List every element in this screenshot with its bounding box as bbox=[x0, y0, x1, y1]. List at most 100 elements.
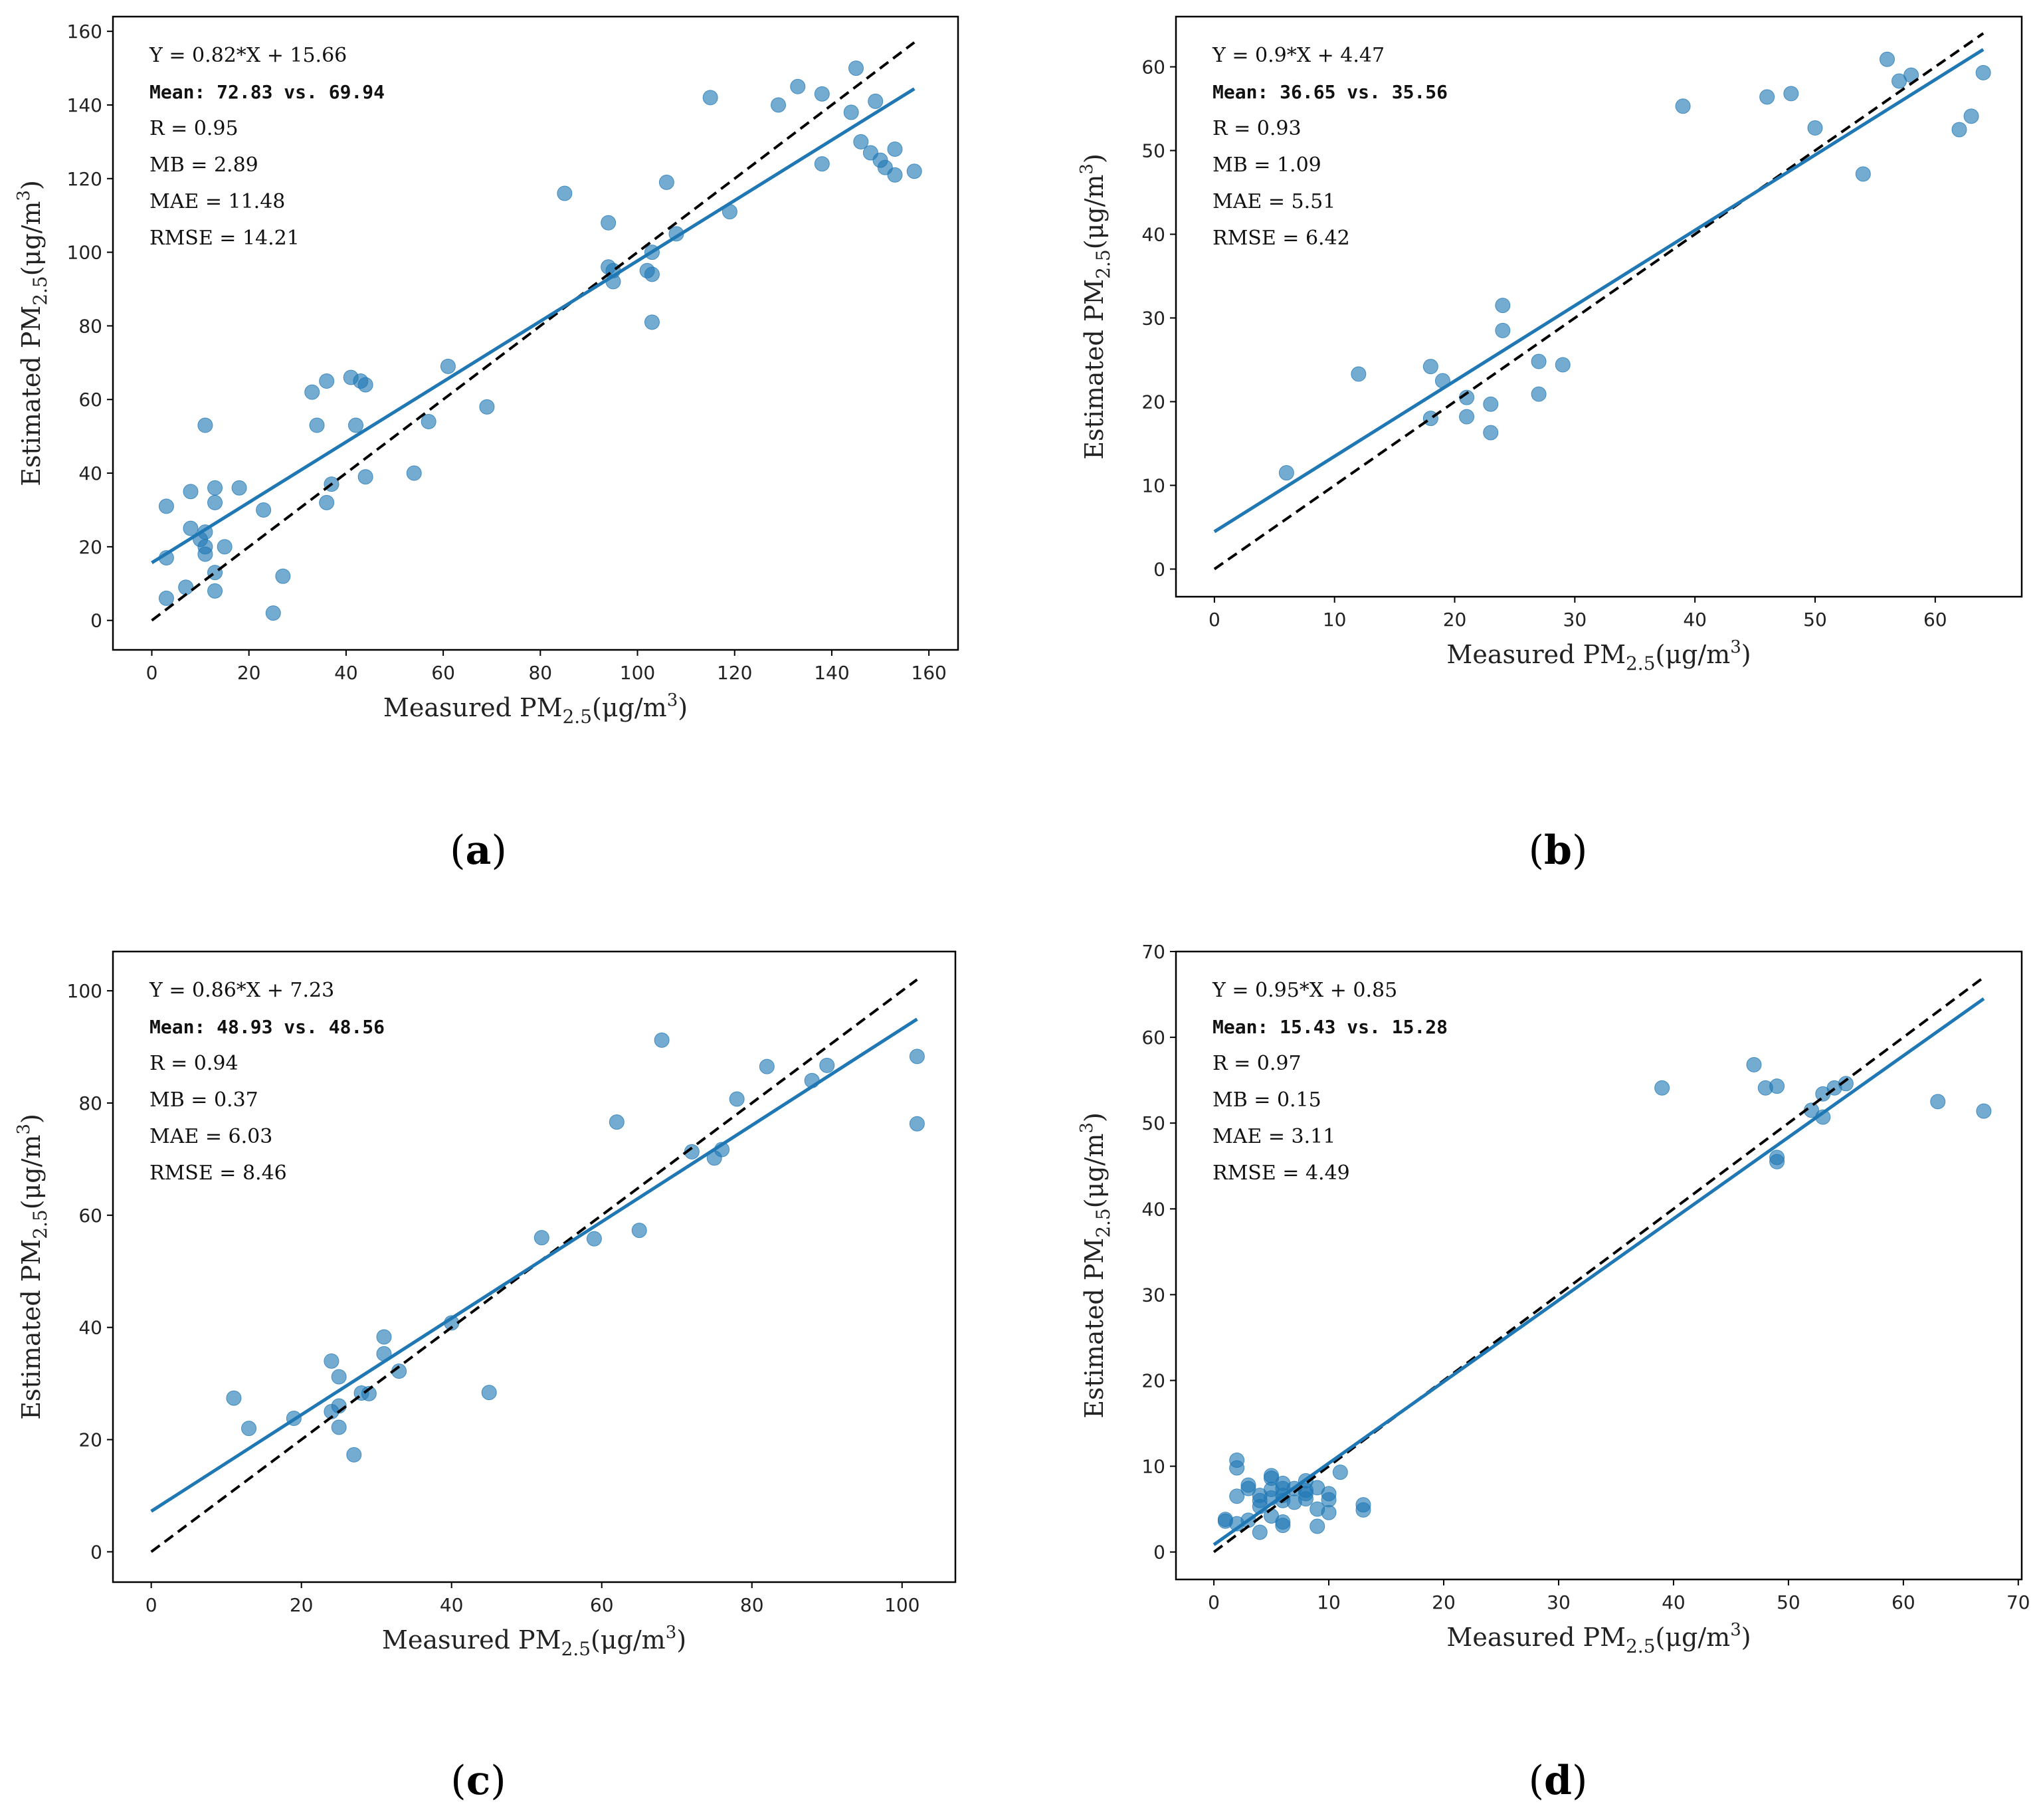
data-point bbox=[1229, 1488, 1245, 1504]
data-point bbox=[1879, 51, 1895, 67]
panel-label: (c) bbox=[450, 1758, 506, 1804]
data-point bbox=[265, 605, 281, 621]
data-point bbox=[654, 1032, 670, 1048]
stat-r: R = 0.95 bbox=[149, 117, 239, 140]
x-tick-label: 60 bbox=[1923, 609, 1947, 631]
plot-frame bbox=[1175, 15, 2023, 598]
data-point bbox=[1252, 1524, 1268, 1540]
data-point bbox=[819, 1057, 835, 1073]
chart-panel-c: 0 20 40 60 80 100 0 20 40 60 80 100 Measured PM2.5(μ… bbox=[14, 950, 957, 1660]
x-tick-label: 0 bbox=[1208, 1591, 1220, 1613]
data-point bbox=[1855, 166, 1871, 182]
data-point bbox=[1459, 409, 1475, 425]
data-point bbox=[1963, 108, 1979, 124]
y-tick-label: 20 bbox=[78, 536, 102, 558]
x-tick-label: 10 bbox=[1317, 1591, 1341, 1613]
y-tick-label: 60 bbox=[78, 1205, 102, 1227]
stat-mean: Mean: 36.65 vs. 35.56 bbox=[1212, 81, 1448, 103]
chart-panel-a: 0 20 40 60 80 100 120 140 160 0 20 40 60 80 100 120 140 1… bbox=[14, 15, 959, 728]
data-point bbox=[197, 417, 213, 433]
data-point bbox=[376, 1329, 392, 1345]
data-point bbox=[1240, 1480, 1256, 1496]
identity-line bbox=[150, 978, 918, 1554]
data-point bbox=[231, 480, 247, 496]
panel-label: (d) bbox=[1529, 1758, 1588, 1804]
data-point bbox=[814, 86, 830, 102]
x-tick-label: 160 bbox=[911, 662, 946, 684]
y-tick-label: 80 bbox=[78, 315, 102, 337]
y-tick-label: 60 bbox=[1141, 56, 1165, 78]
data-point bbox=[183, 520, 199, 536]
regression-line bbox=[150, 1017, 918, 1513]
stat-mean: Mean: 15.43 vs. 15.28 bbox=[1212, 1016, 1448, 1038]
stat-mb: MB = 0.37 bbox=[149, 1088, 258, 1112]
data-point bbox=[1483, 425, 1499, 441]
data-point bbox=[1759, 89, 1775, 105]
y-tick-label: 10 bbox=[1141, 1456, 1165, 1478]
data-point bbox=[183, 484, 199, 500]
data-point bbox=[1675, 98, 1691, 114]
data-point bbox=[1355, 1502, 1371, 1518]
stat-mae: MAE = 3.11 bbox=[1212, 1125, 1335, 1148]
data-point bbox=[421, 413, 436, 429]
y-tick-label: 80 bbox=[78, 1092, 102, 1114]
data-point bbox=[1495, 322, 1511, 338]
y-tick-label: 20 bbox=[1141, 391, 1165, 413]
x-tick-label: 80 bbox=[528, 662, 552, 684]
data-point bbox=[319, 373, 335, 389]
y-tick-label: 60 bbox=[1141, 1027, 1165, 1049]
plot-frame bbox=[112, 950, 957, 1583]
data-point bbox=[609, 1114, 625, 1130]
stat-mae: MAE = 11.48 bbox=[149, 190, 285, 213]
x-axis-label: Measured PM2.5(μg/m3) bbox=[1446, 637, 1751, 674]
regression-line bbox=[1213, 48, 1985, 534]
data-point bbox=[759, 1059, 775, 1074]
data-point bbox=[158, 498, 174, 514]
data-point bbox=[324, 1353, 340, 1369]
y-tick-label: 50 bbox=[1141, 1112, 1165, 1134]
data-point bbox=[1278, 465, 1294, 481]
regression-line bbox=[1212, 997, 1985, 1546]
y-tick-label: 40 bbox=[78, 462, 102, 484]
data-point bbox=[771, 97, 787, 113]
identity-line bbox=[151, 41, 916, 622]
data-point bbox=[557, 185, 573, 201]
data-point bbox=[331, 1419, 347, 1435]
y-axis-label: Estimated PM2.5(μg/m3) bbox=[14, 180, 51, 486]
data-point bbox=[1783, 86, 1799, 102]
x-tick-label: 40 bbox=[440, 1594, 464, 1616]
y-tick-label: 70 bbox=[1141, 941, 1165, 963]
y-axis-label: Estimated PM2.5(μg/m3) bbox=[1077, 153, 1114, 460]
data-point bbox=[331, 1369, 347, 1385]
data-point bbox=[158, 590, 174, 606]
stat-mb: MB = 2.89 bbox=[149, 153, 258, 177]
data-point bbox=[309, 417, 325, 433]
data-point bbox=[848, 60, 864, 76]
data-point bbox=[729, 1091, 745, 1107]
regression-line bbox=[151, 87, 916, 565]
identity-line bbox=[1212, 976, 1985, 1554]
y-tick-label: 60 bbox=[78, 389, 102, 411]
data-point bbox=[1531, 386, 1547, 402]
x-axis-label: Measured PM2.5(μg/m3) bbox=[382, 1623, 686, 1660]
data-point bbox=[226, 1390, 242, 1406]
data-point bbox=[790, 78, 806, 94]
data-point bbox=[1310, 1518, 1325, 1534]
data-point bbox=[887, 141, 903, 157]
stat-r: R = 0.93 bbox=[1212, 117, 1302, 140]
y-tick-label: 30 bbox=[1141, 308, 1165, 330]
data-point bbox=[1930, 1094, 1946, 1110]
y-tick-label: 100 bbox=[67, 980, 102, 1002]
x-tick-label: 20 bbox=[237, 662, 261, 684]
x-tick-label: 80 bbox=[740, 1594, 764, 1616]
y-tick-label: 160 bbox=[67, 21, 102, 43]
data-point bbox=[275, 568, 291, 584]
data-point bbox=[1654, 1080, 1670, 1096]
data-point bbox=[586, 1231, 602, 1247]
plot-frame bbox=[112, 15, 959, 651]
identity-line bbox=[1213, 32, 1985, 571]
data-point bbox=[348, 417, 364, 433]
data-point bbox=[702, 90, 718, 106]
data-point bbox=[868, 93, 884, 109]
